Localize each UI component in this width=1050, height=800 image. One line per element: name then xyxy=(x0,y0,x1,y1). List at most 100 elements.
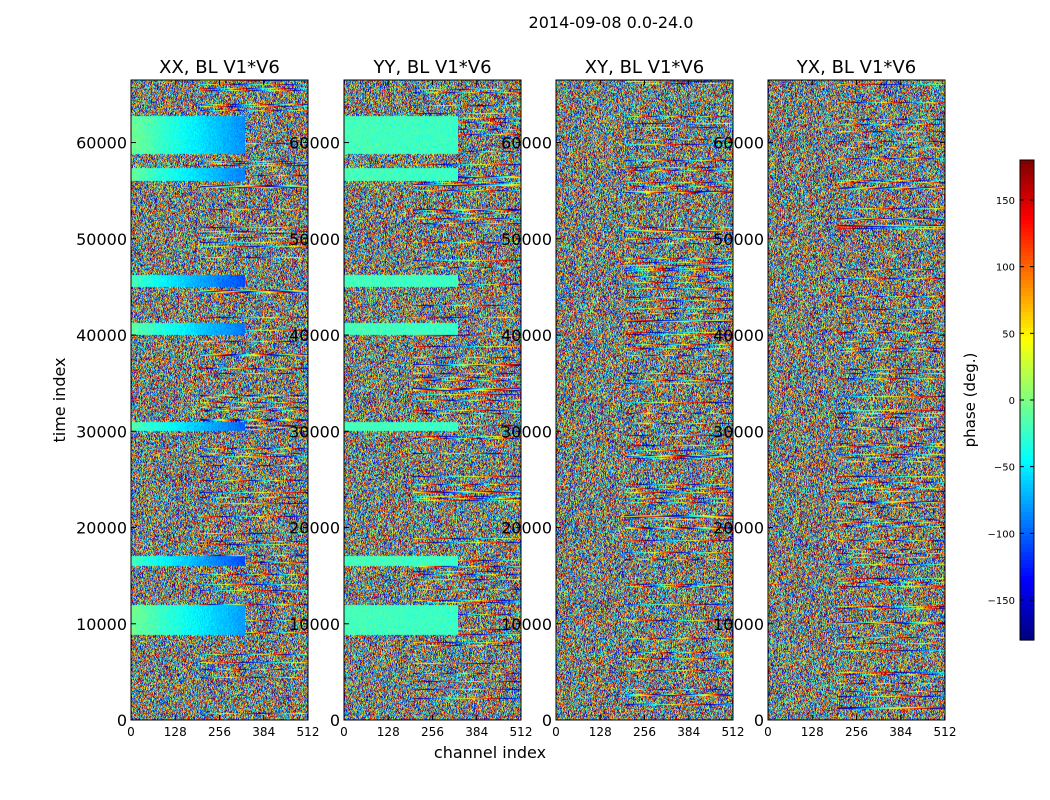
colorbar-segment xyxy=(1020,488,1034,493)
colorbar-label: phase (deg.) xyxy=(961,353,979,448)
heatmap-image xyxy=(556,80,733,720)
colorbar-segment xyxy=(1020,340,1034,345)
panels-group: XX, BL V1*V6 0 10000 20000 30000 40000 50000 60… xyxy=(76,57,956,739)
x-tick-label: 512 xyxy=(722,725,745,739)
colorbar-segment xyxy=(1020,388,1034,393)
y-axis-label: time index xyxy=(50,357,69,442)
colorbar-segment xyxy=(1020,216,1034,221)
y-tick-label: 40000 xyxy=(289,326,340,345)
y-tick-label: 20000 xyxy=(289,519,340,538)
x-tick-label: 256 xyxy=(633,725,656,739)
x-tick-label: 128 xyxy=(801,725,824,739)
colorbar-segment xyxy=(1020,332,1034,337)
heatmap-image xyxy=(131,80,308,720)
y-tick-label: 10000 xyxy=(289,615,340,634)
y-tick-label: 60000 xyxy=(76,134,127,153)
colorbar-tick-label: 150 xyxy=(996,196,1015,207)
x-tick-label: 0 xyxy=(127,725,135,739)
colorbar-segment xyxy=(1020,504,1034,509)
colorbar-segment xyxy=(1020,264,1034,269)
y-tick-label: 40000 xyxy=(713,326,764,345)
colorbar-segment xyxy=(1020,444,1034,449)
panel-title: XY, BL V1*V6 xyxy=(585,57,704,78)
colorbar-segment xyxy=(1020,268,1034,273)
x-tick-label: 0 xyxy=(340,725,348,739)
colorbar-segment xyxy=(1020,212,1034,217)
colorbar-segment xyxy=(1020,244,1034,249)
colorbar-segment xyxy=(1020,240,1034,245)
x-tick-label: 0 xyxy=(552,725,560,739)
y-tick-label: 50000 xyxy=(713,230,764,249)
colorbar-segment xyxy=(1020,440,1034,445)
colorbar-segment xyxy=(1020,600,1034,605)
colorbar-segment xyxy=(1020,508,1034,513)
x-tick-label: 256 xyxy=(421,725,444,739)
x-tick-label: 512 xyxy=(297,725,320,739)
colorbar-segment xyxy=(1020,520,1034,525)
colorbar-segment xyxy=(1020,228,1034,233)
y-tick-label: 60000 xyxy=(713,134,764,153)
colorbar-segment xyxy=(1020,548,1034,553)
y-tick-label: 20000 xyxy=(713,519,764,538)
colorbar-segment xyxy=(1020,424,1034,429)
y-tick-label: 30000 xyxy=(501,422,552,441)
colorbar-segment xyxy=(1020,304,1034,309)
colorbar-segment xyxy=(1020,200,1034,205)
colorbar-segment xyxy=(1020,492,1034,497)
colorbar-segment xyxy=(1020,280,1034,285)
colorbar-segment xyxy=(1020,284,1034,289)
colorbar-segment xyxy=(1020,184,1034,189)
colorbar-segment xyxy=(1020,408,1034,413)
colorbar-segment xyxy=(1020,292,1034,297)
panel-title: XX, BL V1*V6 xyxy=(159,57,280,78)
colorbar-segment xyxy=(1020,168,1034,173)
colorbar-segment xyxy=(1020,436,1034,441)
colorbar-segment xyxy=(1020,172,1034,177)
x-tick-label: 512 xyxy=(510,725,533,739)
colorbar-segment xyxy=(1020,196,1034,201)
colorbar-tick-label: 100 xyxy=(996,263,1015,274)
colorbar-segment xyxy=(1020,636,1034,641)
colorbar-segment xyxy=(1020,516,1034,521)
colorbar-segment xyxy=(1020,232,1034,237)
colorbar-segment xyxy=(1020,560,1034,565)
colorbar-segment xyxy=(1020,576,1034,581)
colorbar-segment xyxy=(1020,616,1034,621)
colorbar-segment xyxy=(1020,288,1034,293)
colorbar-segment xyxy=(1020,248,1034,253)
colorbar-segment xyxy=(1020,580,1034,585)
panel-title: YX, BL V1*V6 xyxy=(796,57,916,78)
colorbar-segment xyxy=(1020,364,1034,369)
y-tick-label: 50000 xyxy=(289,230,340,249)
colorbar-segment xyxy=(1020,256,1034,261)
x-tick-label: 128 xyxy=(164,725,187,739)
colorbar-segment xyxy=(1020,460,1034,465)
colorbar-segment xyxy=(1020,376,1034,381)
colorbar-segment xyxy=(1020,348,1034,353)
x-tick-label: 384 xyxy=(465,725,488,739)
panel-3: YX, BL V1*V6 0 10000 20000 30000 40000 50000 60… xyxy=(713,57,956,739)
y-tick-label: 30000 xyxy=(713,422,764,441)
colorbar-segment xyxy=(1020,428,1034,433)
colorbar-segment xyxy=(1020,480,1034,485)
x-tick-label: 384 xyxy=(889,725,912,739)
colorbar-segment xyxy=(1020,328,1034,333)
colorbar-segment xyxy=(1020,456,1034,461)
colorbar-segment xyxy=(1020,300,1034,305)
colorbar-segment xyxy=(1020,316,1034,321)
colorbar-segment xyxy=(1020,384,1034,389)
colorbar: −150 −100 −50 0 50 100 150 xyxy=(988,159,1035,641)
colorbar-segment xyxy=(1020,468,1034,473)
colorbar-segment xyxy=(1020,296,1034,301)
colorbar-segment xyxy=(1020,624,1034,629)
colorbar-segment xyxy=(1020,572,1034,577)
colorbar-tick-label: −150 xyxy=(988,596,1015,607)
colorbar-segment xyxy=(1020,476,1034,481)
colorbar-segment xyxy=(1020,544,1034,549)
y-tick-label: 40000 xyxy=(501,326,552,345)
colorbar-segment xyxy=(1020,392,1034,397)
colorbar-segment xyxy=(1020,452,1034,457)
colorbar-segment xyxy=(1020,568,1034,573)
colorbar-segment xyxy=(1020,320,1034,325)
